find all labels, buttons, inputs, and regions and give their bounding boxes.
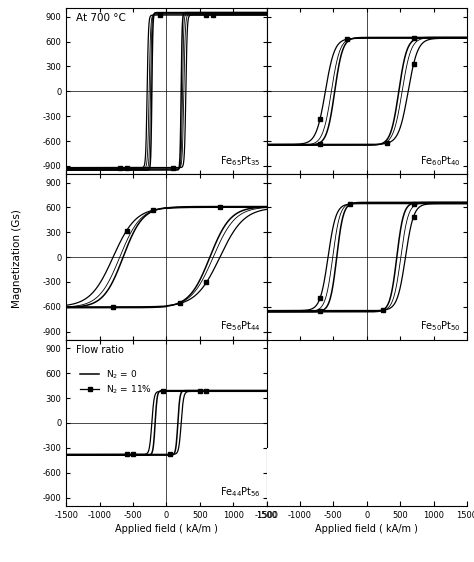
Text: Fe$_{65}$Pt$_{35}$: Fe$_{65}$Pt$_{35}$: [220, 154, 261, 167]
Legend: N$_2$ = 0, N$_2$ = 11%: N$_2$ = 0, N$_2$ = 11%: [77, 364, 155, 400]
X-axis label: Applied field ( kA/m ): Applied field ( kA/m ): [315, 524, 418, 534]
X-axis label: Applied field ( kA/m ): Applied field ( kA/m ): [115, 524, 218, 534]
Text: Fe$_{56}$Pt$_{44}$: Fe$_{56}$Pt$_{44}$: [220, 320, 261, 333]
Text: Fe$_{60}$Pt$_{40}$: Fe$_{60}$Pt$_{40}$: [420, 154, 461, 167]
Text: Fe$_{44}$Pt$_{56}$: Fe$_{44}$Pt$_{56}$: [220, 486, 261, 499]
Text: Fe$_{50}$Pt$_{50}$: Fe$_{50}$Pt$_{50}$: [420, 320, 461, 333]
Text: At 700 °C: At 700 °C: [76, 13, 126, 24]
Text: Magnetization (Gs): Magnetization (Gs): [11, 209, 22, 308]
Text: Flow ratio: Flow ratio: [76, 345, 124, 355]
